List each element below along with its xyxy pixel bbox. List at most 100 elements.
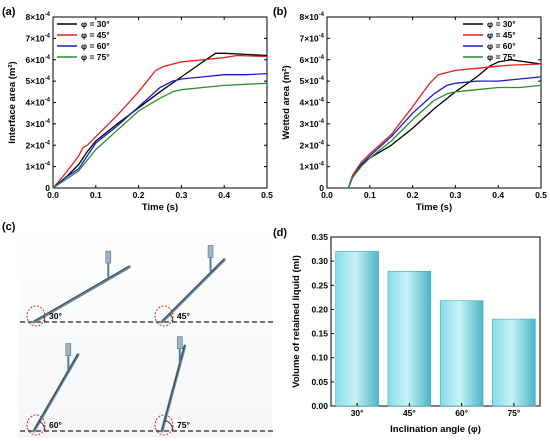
- y-tick-mantissa: 8: [26, 12, 31, 22]
- y-tick-label: 8×10-4: [26, 12, 51, 22]
- y-tick-times: ×10: [30, 33, 45, 43]
- y-tick-mantissa: 5: [300, 76, 305, 86]
- y-tick-exponent: -4: [45, 162, 51, 168]
- y-tick-times: ×10: [304, 55, 319, 65]
- inclined-plate: [160, 258, 226, 324]
- x-axis-label: Time (s): [416, 202, 452, 213]
- y-tick-exponent: -4: [319, 162, 325, 168]
- y-tick-times: ×10: [304, 140, 319, 150]
- y-tick-label: 2×10-4: [26, 140, 51, 150]
- contact-marker: [154, 305, 174, 327]
- chart-retained-volume: 0.00 0.05 0.10 0.15 0.20 0.25 0.30 0.35 30° 45° 60…: [291, 232, 541, 435]
- series-line: [347, 59, 542, 189]
- y-tick-times: ×10: [30, 55, 45, 65]
- legend-label: φ = 45°: [487, 30, 516, 40]
- y-tick-label: 0.20: [311, 304, 328, 314]
- panel-label-d: (d): [273, 227, 287, 239]
- x-tick-label: 0.5: [535, 190, 547, 200]
- x-tick-label: 0.0: [47, 190, 59, 200]
- series-line: [347, 84, 542, 189]
- legend-label: φ = 75°: [487, 52, 516, 62]
- x-tick-label: 0.1: [90, 190, 102, 200]
- photo-background: [18, 228, 272, 438]
- y-tick-exponent: -4: [319, 140, 325, 146]
- series-line: [52, 52, 268, 189]
- y-tick-mantissa: 4: [26, 98, 31, 108]
- nozzle: [105, 250, 112, 264]
- y-tick-label: 6×10-4: [26, 55, 51, 65]
- y-tick-mantissa: 8: [300, 12, 305, 22]
- y-tick-exponent: -4: [319, 76, 325, 82]
- y-tick-exponent: -4: [319, 98, 325, 104]
- y-tick-label: 4×10-4: [26, 98, 51, 108]
- y-tick-mantissa: 6: [300, 55, 305, 65]
- y-tick-times: ×10: [304, 76, 319, 86]
- legend-label: φ = 60°: [487, 41, 516, 51]
- x-tick-label: 0.0: [321, 190, 333, 200]
- angle-label: 60°: [49, 420, 62, 430]
- series-line: [52, 72, 268, 189]
- y-tick-mantissa: 3: [26, 119, 31, 129]
- y-tick-label: 1×10-4: [26, 162, 51, 172]
- y-tick-label: 0.25: [311, 280, 328, 290]
- y-tick-exponent: -4: [45, 119, 51, 125]
- chart-wetted-area: 0.0 0.1 0.2 0.3 0.4 0.501×10-42×10-43×10-44×1…: [281, 12, 547, 213]
- y-tick-mantissa: 6: [26, 55, 31, 65]
- y-tick-mantissa: 3: [300, 119, 305, 129]
- y-tick-mantissa: 1: [300, 162, 305, 172]
- y-tick-mantissa: 4: [300, 98, 305, 108]
- x-tick-label: 45°: [403, 408, 416, 418]
- y-tick-times: ×10: [304, 12, 319, 22]
- y-tick-label: 3×10-4: [300, 119, 325, 129]
- y-tick-times: ×10: [30, 162, 45, 172]
- y-tick-label: 0.30: [311, 256, 328, 266]
- y-tick-exponent: -4: [319, 55, 325, 61]
- x-tick-label: 30°: [351, 408, 364, 418]
- y-tick-label: 3×10-4: [26, 119, 51, 129]
- y-tick-label: 4×10-4: [300, 98, 325, 108]
- angle-arc: [39, 421, 46, 432]
- x-tick-label: 75°: [507, 408, 520, 418]
- y-tick-exponent: -4: [45, 33, 51, 39]
- series-line: [347, 76, 542, 189]
- y-tick-times: ×10: [30, 140, 45, 150]
- y-tick-label: 0: [45, 183, 50, 193]
- y-tick-times: ×10: [30, 119, 45, 129]
- angle-arc: [169, 313, 174, 323]
- x-tick-label: 0.5: [261, 190, 273, 200]
- y-tick-times: ×10: [304, 33, 319, 43]
- angle-label: 45°: [177, 311, 190, 321]
- contact-marker: [26, 414, 46, 436]
- liquid-film: [161, 344, 186, 431]
- x-tick-label: 60°: [455, 408, 468, 418]
- x-tick-label: 0.4: [218, 190, 230, 200]
- y-tick-exponent: -4: [319, 12, 325, 18]
- contact-marker: [26, 305, 46, 327]
- angle-label: 75°: [177, 420, 190, 430]
- liquid-film: [161, 258, 225, 322]
- x-axis-label: Time (s): [142, 202, 178, 213]
- series-line: [347, 63, 542, 189]
- y-tick-times: ×10: [30, 98, 45, 108]
- y-tick-times: ×10: [30, 12, 45, 22]
- y-tick-label: 7×10-4: [300, 33, 325, 43]
- y-tick-mantissa: 2: [26, 140, 31, 150]
- y-tick-label: 7×10-4: [26, 33, 51, 43]
- x-tick-label: 0.2: [133, 190, 145, 200]
- y-tick-label: 2×10-4: [300, 140, 325, 150]
- y-tick-label: 0.00: [311, 401, 328, 411]
- y-tick-times: ×10: [304, 119, 319, 129]
- legend-label: φ = 30°: [487, 19, 516, 29]
- x-tick-label: 0.3: [449, 190, 461, 200]
- y-tick-exponent: -4: [319, 119, 325, 125]
- nozzle: [65, 343, 72, 356]
- liquid-film: [33, 265, 130, 322]
- y-axis-label: Interface area (m²): [7, 61, 18, 143]
- x-tick-label: 0.2: [407, 190, 419, 200]
- y-tick-label: 5×10-4: [26, 76, 51, 86]
- bar: [387, 270, 432, 407]
- y-tick-times: ×10: [304, 162, 319, 172]
- chart-interface-area: 0.0 0.1 0.2 0.3 0.4 0.501×10-42×10-43×10-44×1…: [7, 12, 273, 213]
- panel-label-c: (c): [2, 221, 16, 233]
